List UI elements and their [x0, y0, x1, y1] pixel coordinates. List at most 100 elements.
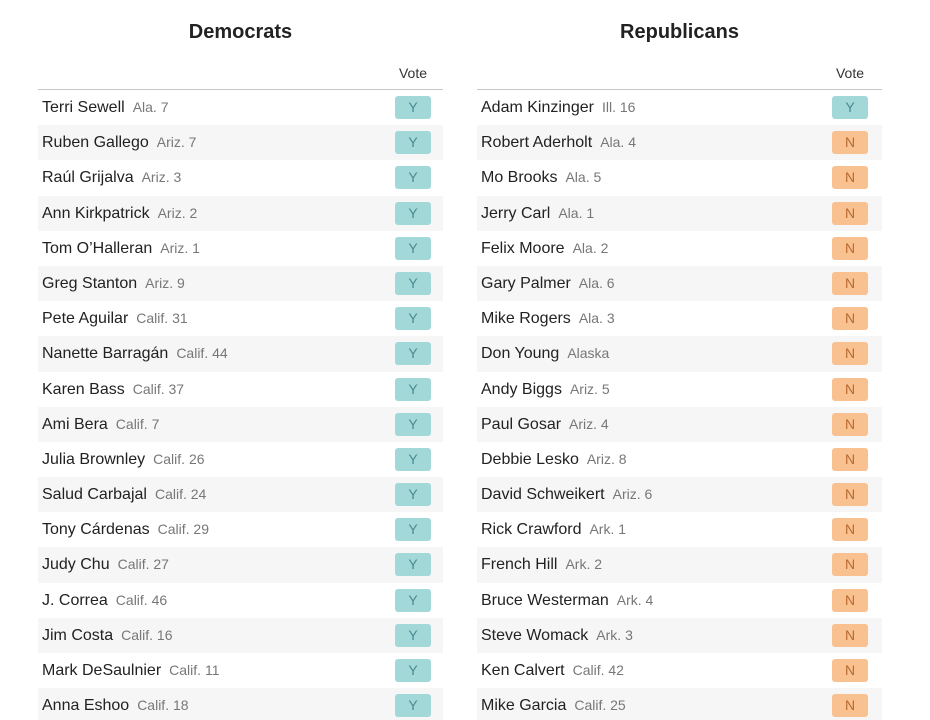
member-district: Calif. 25: [574, 697, 626, 714]
table-row: J. Correa Calif. 46 Y: [38, 583, 443, 618]
member-name-cell: Tom O’Halleran Ariz. 1: [42, 231, 200, 266]
member-district: Calif. 44: [176, 345, 228, 362]
member-name: Paul Gosar: [481, 415, 562, 433]
member-name: Greg Stanton: [42, 274, 138, 292]
republicans-vote-header: Vote: [835, 65, 865, 81]
table-row: Anna Eshoo Calif. 18 Y: [38, 688, 443, 720]
table-row: Ruben Gallego Ariz. 7 Y: [38, 125, 443, 161]
member-name-cell: Ken Calvert Calif. 42: [481, 653, 624, 688]
member-name: Ami Bera: [42, 415, 108, 433]
member-name: Mark DeSaulnier: [42, 662, 162, 679]
member-name-cell: Adam Kinzinger Ill. 16: [481, 90, 635, 125]
member-district: Calif. 42: [572, 662, 624, 678]
member-name-cell: Pete Aguilar Calif. 31: [42, 301, 188, 336]
table-row: Steve Womack Ark. 3 N: [477, 617, 882, 653]
vote-badge: N: [832, 518, 868, 542]
member-name: Rick Crawford: [481, 521, 582, 539]
vote-badge: N: [832, 659, 868, 682]
member-name: Anna Eshoo: [42, 697, 130, 715]
member-district: Ala. 2: [572, 239, 609, 256]
member-district: Calif. 11: [169, 662, 220, 678]
member-district: Calif. 46: [115, 591, 168, 608]
member-district: Calif. 29: [157, 521, 209, 538]
member-name-cell: Mo Brooks Ala. 5: [481, 160, 601, 195]
table-row: Paul Gosar Ariz. 4 N: [477, 406, 882, 442]
member-district: Ariz. 5: [569, 380, 610, 397]
table-row: Adam Kinzinger Ill. 16 Y: [477, 90, 882, 125]
vote-badge: Y: [395, 307, 431, 331]
table-row: Rick Crawford Ark. 1 N: [477, 512, 882, 547]
democrats-title: Democrats: [188, 21, 293, 43]
member-district: Ariz. 7: [156, 134, 197, 151]
table-row: Pete Aguilar Calif. 31 Y: [38, 301, 443, 336]
member-district: Ariz. 9: [145, 274, 185, 291]
member-name-cell: Julia Brownley Calif. 26: [42, 442, 205, 477]
member-name: Karen Bass: [42, 380, 125, 398]
table-row: Tony Cárdenas Calif. 29 Y: [38, 512, 443, 547]
member-district: Ala. 4: [600, 134, 636, 151]
member-name-cell: Ami Bera Calif. 7: [42, 407, 159, 442]
member-name: Debbie Lesko: [481, 450, 579, 468]
member-name-cell: Jim Costa Calif. 16: [42, 618, 172, 653]
member-district: Ariz. 8: [586, 450, 627, 467]
republicans-header-divider: [477, 89, 882, 90]
member-district: Ariz. 1: [160, 239, 200, 256]
vote-badge: N: [832, 588, 868, 612]
member-district: Calif. 24: [154, 486, 207, 503]
member-name-cell: Jerry Carl Ala. 1: [481, 196, 594, 231]
member-name: Mike Garcia: [481, 697, 567, 715]
member-name: Gary Palmer: [481, 274, 571, 292]
member-name: Terri Sewell: [42, 99, 125, 116]
member-name: Pete Aguilar: [42, 310, 129, 328]
member-name: Nanette Barragán: [42, 345, 169, 363]
table-row: Robert Aderholt Ala. 4 N: [477, 125, 882, 161]
member-name-cell: Greg Stanton Ariz. 9: [42, 266, 185, 301]
member-name: Jerry Carl: [481, 204, 551, 222]
member-district: Ala. 1: [558, 204, 595, 221]
vote-badge: N: [832, 412, 868, 436]
vote-badge: N: [832, 236, 868, 260]
member-district: Ark. 3: [596, 626, 633, 643]
table-row: Mike Rogers Ala. 3 N: [477, 301, 882, 336]
member-district: Ill. 16: [601, 99, 636, 115]
member-name-cell: Mike Rogers Ala. 3: [481, 301, 615, 336]
table-row: Jim Costa Calif. 16 Y: [38, 617, 443, 653]
member-district: Calif. 7: [115, 415, 160, 432]
member-district: Ala. 7: [132, 99, 169, 115]
table-row: Raúl Grijalva Ariz. 3 Y: [38, 160, 443, 195]
member-name-cell: Paul Gosar Ariz. 4: [481, 407, 609, 442]
vote-badge: N: [832, 553, 868, 577]
table-row: Tom O’Halleran Ariz. 1 Y: [38, 231, 443, 266]
table-row: Bruce Westerman Ark. 4 N: [477, 583, 882, 618]
member-district: Ariz. 6: [612, 486, 653, 503]
member-name-cell: Don Young Alaska: [481, 336, 609, 371]
member-name-cell: French Hill Ark. 2: [481, 547, 602, 582]
member-name-cell: Mike Garcia Calif. 25: [481, 688, 626, 720]
member-name: Raúl Grijalva: [42, 169, 134, 187]
member-name: Felix Moore: [481, 239, 565, 257]
vote-badge: Y: [395, 131, 431, 155]
member-name-cell: Rick Crawford Ark. 1: [481, 512, 626, 547]
vote-badge: Y: [395, 271, 431, 295]
table-row: Greg Stanton Ariz. 9 Y: [38, 265, 443, 302]
member-district: Calif. 16: [121, 626, 173, 643]
member-name: Ken Calvert: [481, 662, 565, 679]
member-name: Andy Biggs: [481, 380, 562, 398]
vote-badge: Y: [395, 447, 431, 471]
vote-badge: Y: [395, 201, 431, 225]
vote-badge: N: [832, 307, 868, 331]
table-row: Mark DeSaulnier Calif. 11 Y: [38, 653, 443, 688]
member-district: Ala. 6: [578, 274, 615, 291]
vote-badge: N: [832, 271, 868, 295]
vote-badge: N: [832, 166, 868, 190]
table-row: Gary Palmer Ala. 6 N: [477, 265, 882, 302]
member-name: Bruce Westerman: [481, 591, 609, 609]
member-name: Ann Kirkpatrick: [42, 204, 150, 222]
member-name: Tony Cárdenas: [42, 521, 150, 539]
member-name-cell: Mark DeSaulnier Calif. 11: [42, 653, 219, 688]
table-row: Ken Calvert Calif. 42 N: [477, 653, 882, 688]
vote-badge: N: [832, 342, 868, 366]
member-district: Calif. 37: [132, 380, 185, 397]
vote-badge: N: [832, 623, 868, 647]
member-district: Calif. 18: [137, 697, 189, 714]
